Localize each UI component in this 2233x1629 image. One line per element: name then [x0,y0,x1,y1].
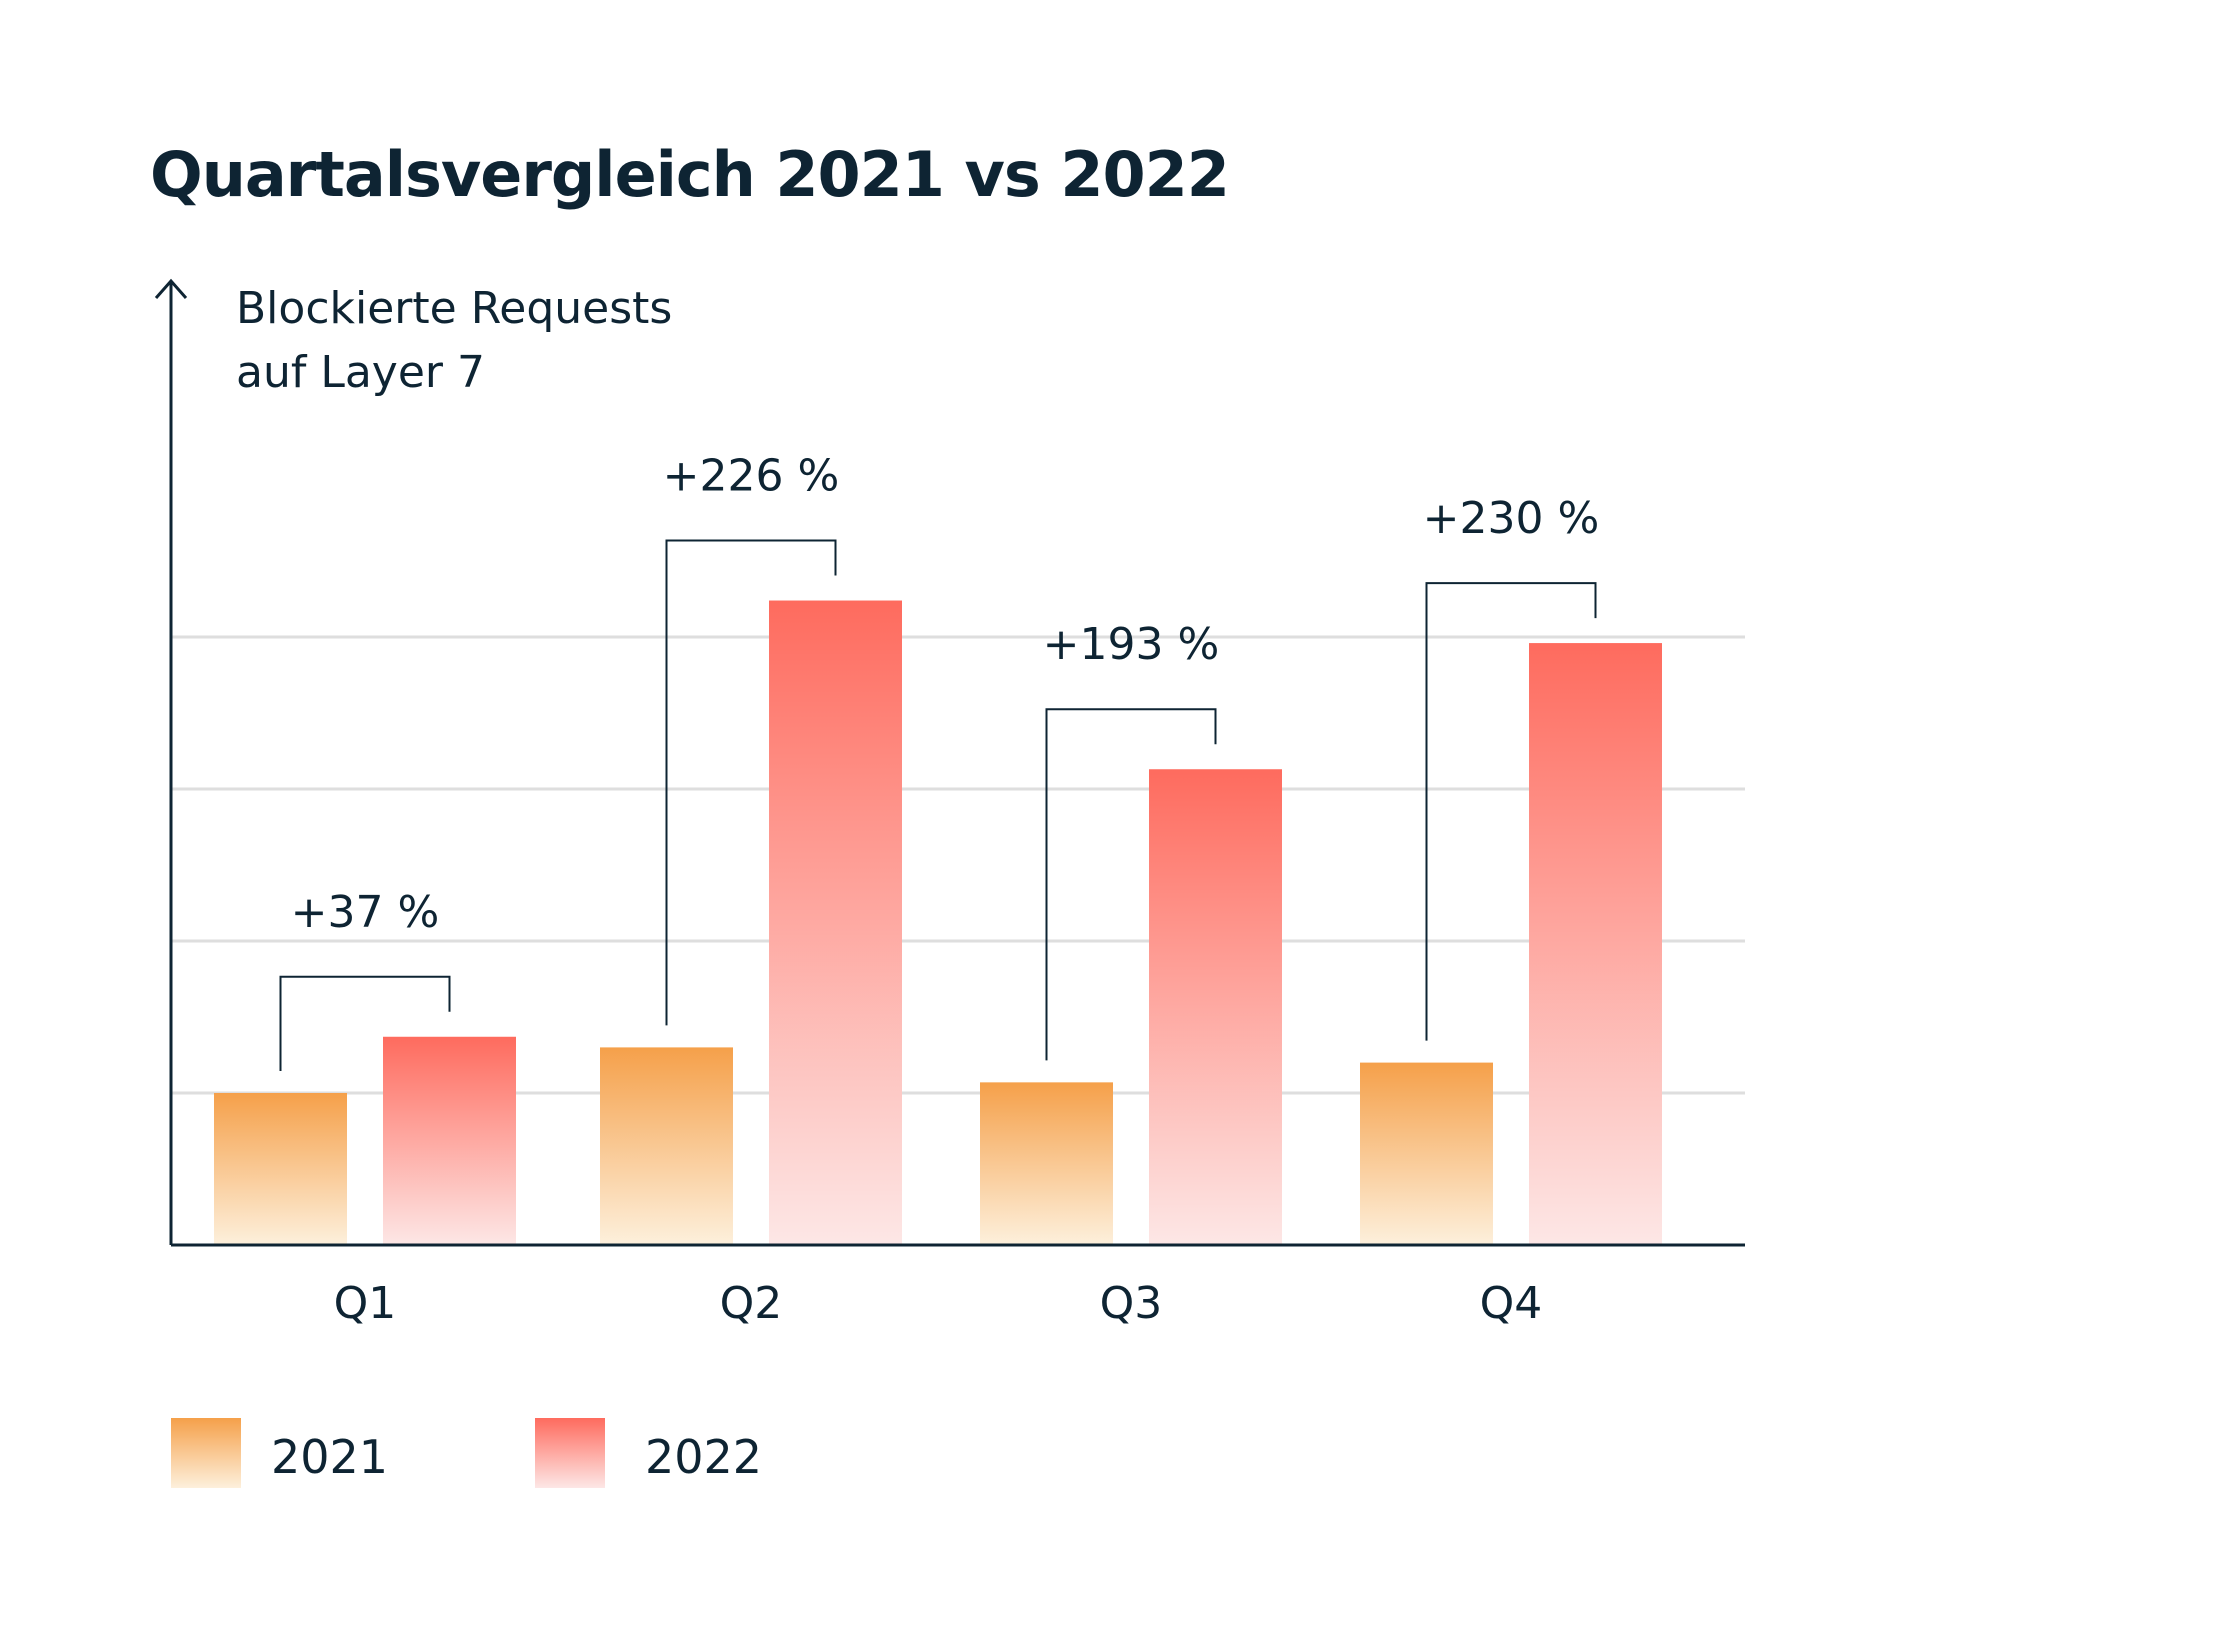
y-axis-arrow-icon [154,278,188,299]
axes: Blockierte Requests auf Layer 7 [154,278,1745,1247]
x-tick-label-q2: Q2 [720,1278,783,1329]
x-tick-label-q1: Q1 [334,1278,397,1329]
grid-lines [171,635,1745,1095]
growth-label-q2: +226 % [663,451,840,502]
bar-q3-2021 [980,1082,1113,1245]
chart-title: Quartalsvergleich 2021 vs 2022 [150,138,1230,211]
growth-label-q1: +37 % [291,887,440,938]
bracket-q4 [1425,582,1597,1041]
growth-label-q3: +193 % [1043,619,1220,670]
bar-q2-2022 [769,600,902,1245]
bar-q2-2021 [600,1047,733,1245]
bar-q3-2022 [1149,769,1282,1245]
legend: 2021 2022 [171,1418,762,1488]
legend-swatch-2022 [535,1418,605,1488]
bracket-q1 [279,975,451,1071]
x-tick-label-q4: Q4 [1480,1278,1543,1329]
x-tick-label-q3: Q3 [1100,1278,1163,1329]
bracket-q2 [665,539,837,1026]
bar-q1-2022 [383,1036,516,1245]
bars [214,600,1662,1245]
bar-q4-2022 [1529,643,1662,1245]
y-axis-label-line-1: Blockierte Requests [236,283,672,334]
bracket-q3 [1045,708,1217,1061]
y-axis-label-line-2: auf Layer 7 [236,347,485,398]
legend-label-2021: 2021 [271,1430,388,1484]
legend-label-2022: 2022 [645,1430,762,1484]
legend-swatch-2021 [171,1418,241,1488]
growth-label-q4: +230 % [1423,493,1600,544]
x-tick-labels: Q1 Q2 Q3 Q4 [334,1278,1543,1329]
bar-q1-2021 [214,1093,347,1245]
annotations: +37 % +226 % +193 % +230 % [279,451,1600,1071]
bar-q4-2021 [1360,1062,1493,1245]
